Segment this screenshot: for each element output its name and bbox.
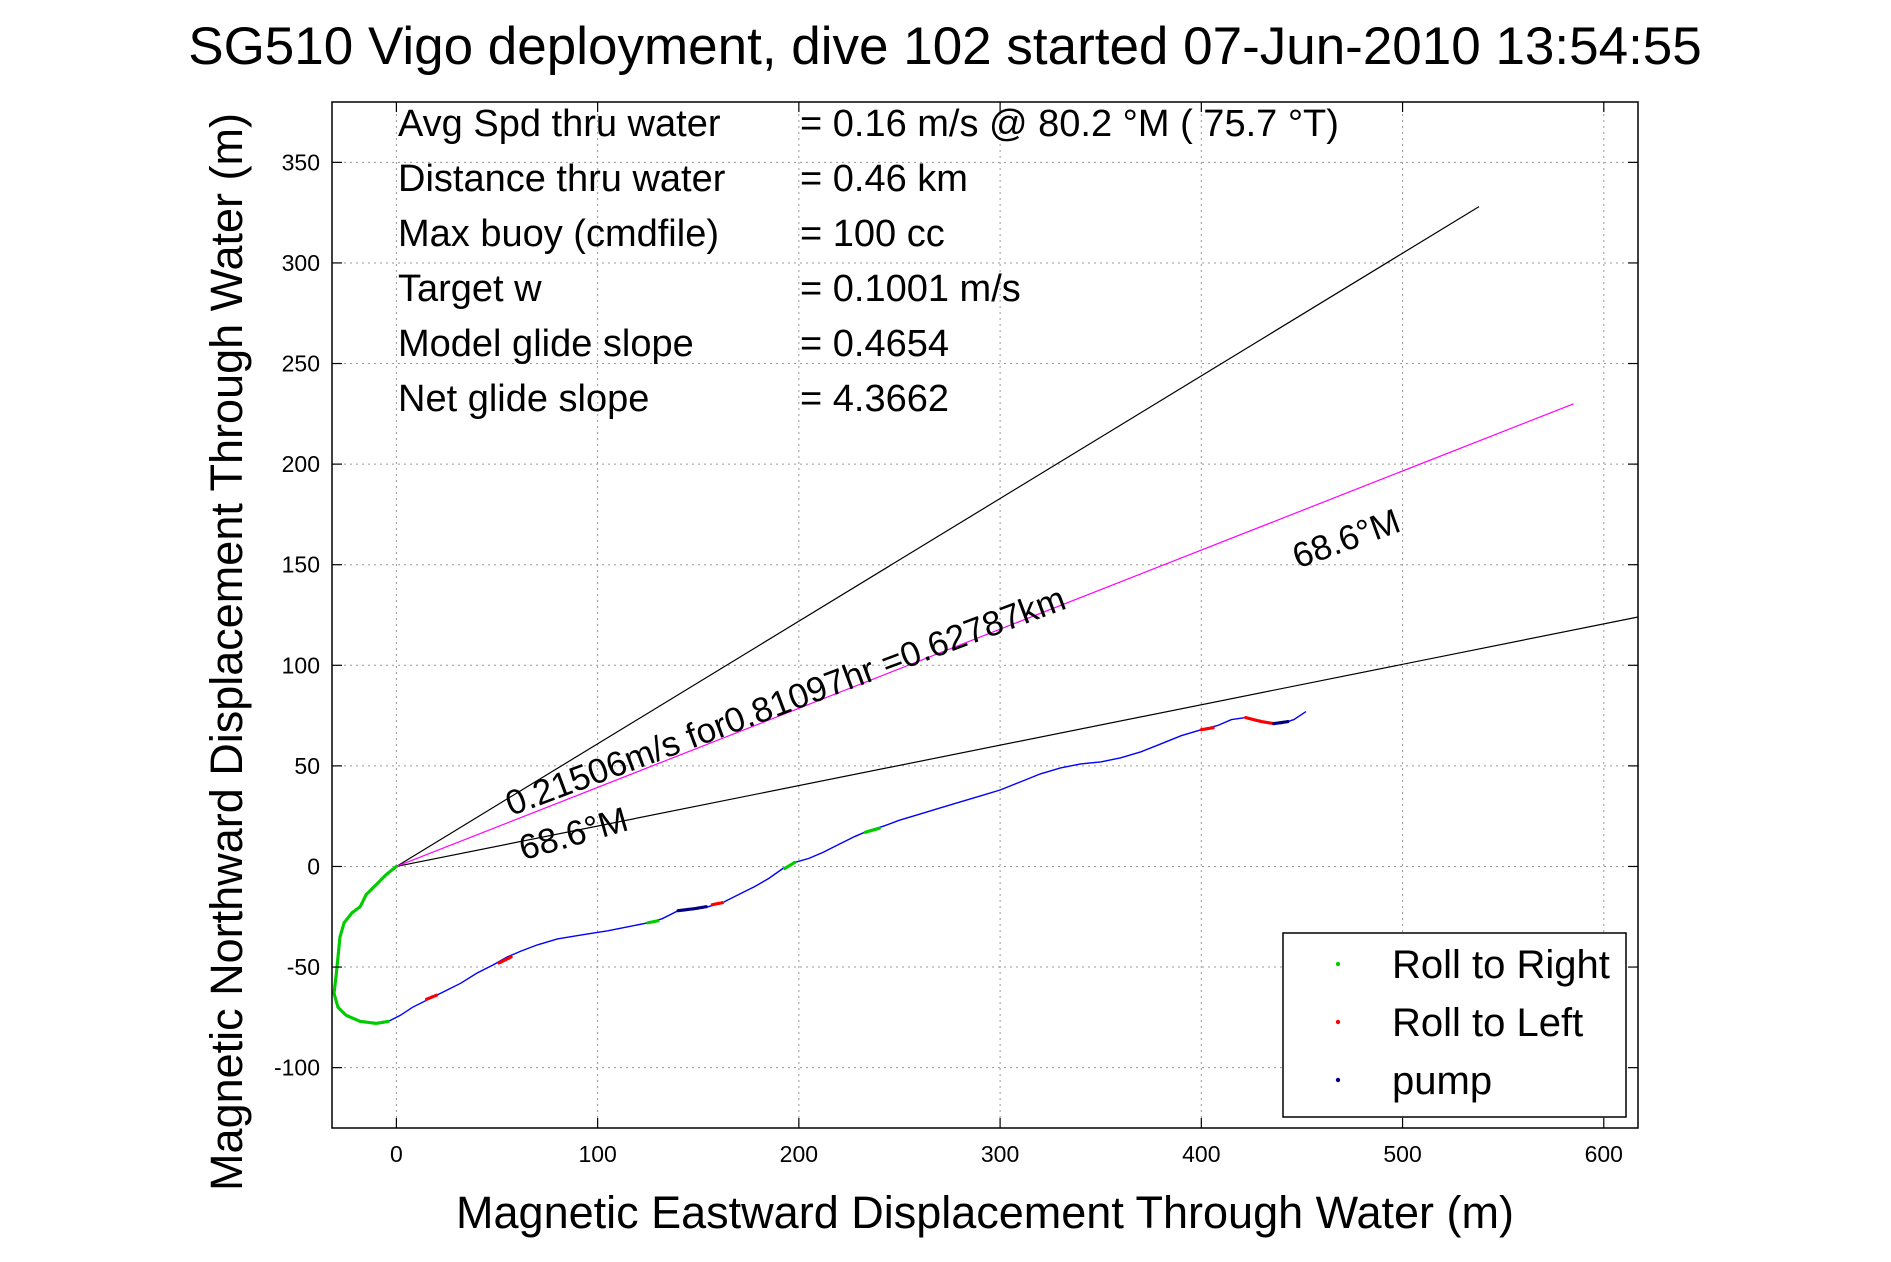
stat-label: Distance thru water: [398, 158, 726, 200]
legend-label: Roll to Left: [1392, 1001, 1583, 1045]
stat-label: Target w: [398, 268, 542, 310]
x-tick-label: 400: [1182, 1141, 1220, 1167]
y-axis-label: Magnetic Northward Displacement Through …: [201, 113, 252, 1191]
y-tick-label: 50: [294, 753, 320, 779]
y-tick-label: 0: [307, 853, 320, 879]
stat-label: Max buoy (cmdfile): [398, 213, 719, 255]
stats-block: Avg Spd thru water = 0.16 m/s @ 80.2 °M (…: [398, 103, 1339, 420]
stat-value: = 0.16 m/s @ 80.2 °M ( 75.7 °T): [800, 103, 1339, 145]
x-tick-label: 600: [1585, 1141, 1623, 1167]
y-tick-label: 100: [282, 652, 320, 678]
reference-line: [396, 206, 1480, 867]
y-tick-label: 350: [282, 149, 320, 175]
series-pump-segment: [676, 905, 708, 913]
legend-marker: [1335, 1077, 1341, 1083]
y-tick-label: 250: [282, 351, 320, 377]
stat-label: Net glide slope: [398, 378, 649, 420]
x-tick-label: 0: [390, 1141, 403, 1167]
series-roll-to-right-segment: [332, 864, 398, 1026]
stat-label: Avg Spd thru water: [398, 103, 721, 145]
stat-value: = 0.46 km: [800, 158, 968, 200]
x-tick-label: 100: [578, 1141, 616, 1167]
x-axis-label: Magnetic Eastward Displacement Through W…: [456, 1187, 1514, 1238]
legend-label: pump: [1392, 1059, 1492, 1103]
series-roll-to-left-segment: [1199, 726, 1216, 732]
y-tick-label: 150: [282, 552, 320, 578]
legend-label: Roll to Right: [1392, 943, 1610, 987]
x-axis-ticks: 0 100 200 300 400 500 600: [390, 102, 1623, 1167]
legend-marker: [1335, 1019, 1341, 1025]
annotations: 0.21506m/s for0.81097hr =0.62787km68.6°M…: [500, 502, 1405, 869]
series-roll-to-right-segment: [783, 860, 797, 871]
grid: [332, 102, 1638, 1128]
reference-lines: [396, 206, 1639, 868]
series-roll-to-right-segment: [863, 826, 882, 834]
series-roll-to-left-segment: [425, 993, 439, 1001]
y-tick-label: -100: [274, 1055, 320, 1081]
x-tick-label: 200: [780, 1141, 818, 1167]
stat-value: = 0.4654: [800, 323, 949, 365]
series-roll-to-left-segment: [1243, 715, 1276, 726]
legend-marker: [1335, 961, 1341, 967]
series-roll-to-left-segment: [710, 901, 725, 907]
x-tick-label: 500: [1383, 1141, 1421, 1167]
series-roll-to-left-segment: [497, 955, 513, 965]
chart-title: SG510 Vigo deployment, dive 102 started …: [188, 17, 1702, 76]
y-tick-label: 300: [282, 250, 320, 276]
y-axis-ticks: -100 -50 0 50 100 150 200 250 300 350: [274, 149, 1638, 1081]
series-track: [333, 711, 1307, 1025]
y-tick-label: 200: [282, 451, 320, 477]
reference-line: [396, 616, 1639, 868]
series-layer: [332, 711, 1307, 1026]
x-tick-label: 300: [981, 1141, 1019, 1167]
stat-value: = 0.1001 m/s: [800, 268, 1021, 310]
plot-frame: [331, 101, 1639, 1129]
series-pump-segment: [1272, 719, 1290, 726]
reference-line: [396, 403, 1574, 868]
series-roll-to-right-segment: [646, 919, 660, 925]
stat-label: Model glide slope: [398, 323, 694, 365]
stat-value: = 100 cc: [800, 213, 945, 255]
y-tick-label: -50: [287, 954, 320, 980]
legend: Roll to Right Roll to Left pump: [1282, 932, 1627, 1118]
annotation-label: 0.21506m/s for0.81097hr =0.62787km: [500, 579, 1070, 824]
stat-value: = 4.3662: [800, 378, 949, 420]
